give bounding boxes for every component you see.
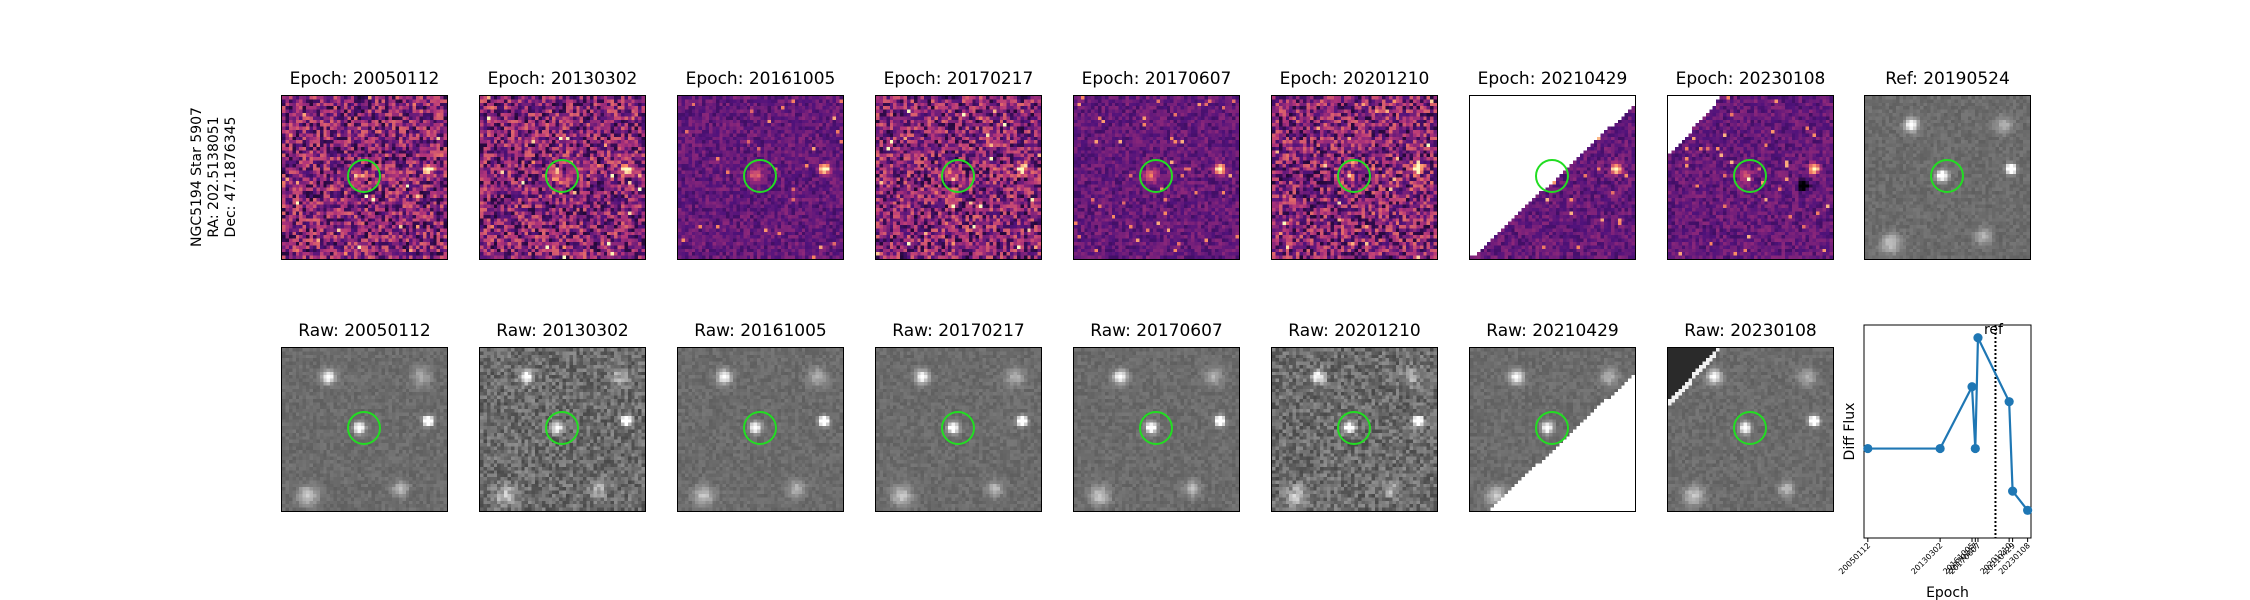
diff-panel-title: Epoch: 20210429 [1477, 69, 1628, 89]
diff-image [1470, 96, 1635, 259]
x-tick-label: 20130302 [1909, 541, 1944, 576]
diff-panel-title: Epoch: 20170217 [883, 69, 1034, 89]
diff-image [282, 96, 447, 259]
diff-image-panel [677, 95, 844, 260]
diff-image [678, 96, 843, 259]
data-point-20170607 [1973, 333, 1983, 343]
diff-panel-title: Epoch: 20130302 [487, 69, 638, 89]
raw-image [1272, 348, 1437, 511]
diff-image-panel [1864, 95, 2031, 260]
data-point-20161005 [1967, 382, 1977, 392]
raw-panel-title: Raw: 20050112 [298, 321, 431, 341]
x-axis-label: Epoch [1926, 585, 1969, 600]
raw-panel-title: Raw: 20230108 [1684, 321, 1817, 341]
raw-image [678, 348, 843, 511]
data-point-20210429 [2008, 486, 2018, 496]
data-point-20230108 [2023, 505, 2033, 515]
raw-image-panel [1073, 347, 1240, 512]
raw-panel-title: Raw: 20161005 [694, 321, 827, 341]
raw-image [480, 348, 645, 511]
data-point-20201210 [2004, 397, 2014, 407]
raw-image [876, 348, 1041, 511]
diff-panel-title: Epoch: 20050112 [289, 69, 440, 89]
raw-panel-title: Raw: 20210429 [1486, 321, 1619, 341]
plot-frame [1863, 324, 2032, 539]
data-point-20050112 [1863, 443, 1873, 454]
raw-panel-title: Raw: 20201210 [1288, 321, 1421, 341]
reference-line-label: ref [1984, 322, 2004, 338]
diff-image [480, 96, 645, 259]
diff-panel-title: Epoch: 20161005 [685, 69, 836, 89]
y-axis-label: Diff Flux [1842, 403, 1858, 461]
raw-image [282, 348, 447, 511]
raw-image-panel [1271, 347, 1438, 512]
diff-image [1272, 96, 1437, 259]
diff-panel-title: Epoch: 20170607 [1081, 69, 1232, 89]
raw-image [1470, 348, 1635, 511]
diff-image [876, 96, 1041, 259]
diff-image-panel [1271, 95, 1438, 260]
raw-image-panel [677, 347, 844, 512]
raw-image-panel [479, 347, 646, 512]
series-line [1867, 337, 2029, 511]
raw-panel-title: Raw: 20170607 [1090, 321, 1223, 341]
diff-image-panel [281, 95, 448, 260]
data-point-20130302 [1935, 443, 1945, 454]
x-tick-label: 20050112 [1837, 541, 1872, 576]
diff-panel-title: Epoch: 20201210 [1279, 69, 1430, 89]
raw-panel-title: Raw: 20130302 [496, 321, 629, 341]
raw-image-panel [1469, 347, 1636, 512]
diff-image [1865, 96, 2030, 259]
raw-image-panel [1667, 347, 1834, 512]
diff-image-panel [1073, 95, 1240, 260]
diff-image [1668, 96, 1833, 259]
diff-image-panel [1667, 95, 1834, 260]
diff-panel-title: Epoch: 20230108 [1675, 69, 1826, 89]
diff-image [1074, 96, 1239, 259]
raw-image [1668, 348, 1833, 511]
raw-panel-title: Raw: 20170217 [892, 321, 1025, 341]
diff-image-panel [875, 95, 1042, 260]
data-point-20170217 [1970, 443, 1980, 454]
raw-image-panel [281, 347, 448, 512]
diff-panel-title: Ref: 20190524 [1885, 69, 2010, 89]
raw-image [1074, 348, 1239, 511]
